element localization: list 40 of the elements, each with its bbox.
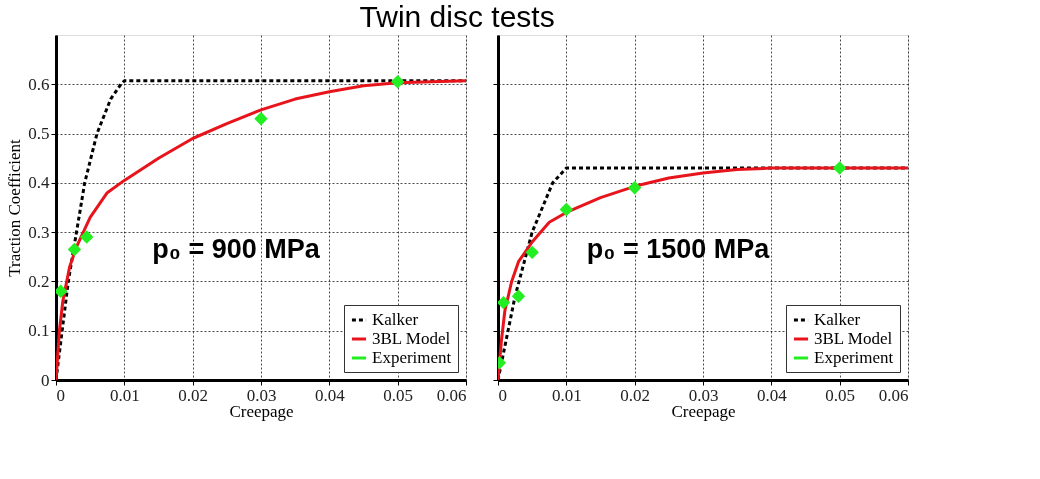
legend-label: 3BL Model <box>814 329 893 348</box>
annotation: p₀ = 900 MPa <box>152 234 321 264</box>
point <box>559 202 574 217</box>
x-tick-label: 0 <box>498 385 507 405</box>
legend-label: Kalker <box>814 310 861 329</box>
legend-label: Experiment <box>814 348 894 367</box>
x-tick-label: 0.05 <box>825 385 856 405</box>
point <box>80 230 94 244</box>
point <box>627 181 642 195</box>
y-tick-label: 0.4 <box>28 173 50 193</box>
point <box>67 242 82 257</box>
y-tick-label: 0.5 <box>28 124 50 144</box>
point <box>511 289 526 303</box>
x-tick-label: 0.04 <box>314 385 346 405</box>
point <box>525 245 539 260</box>
point <box>498 295 511 310</box>
x-tick-label: 0 <box>56 385 65 405</box>
annotation: p₀ = 1500 MPa <box>586 234 771 264</box>
point <box>832 161 847 175</box>
point <box>56 284 68 298</box>
x-tick-label: 0.01 <box>109 385 140 405</box>
y-axis-title: Traction Coefficient <box>5 139 25 277</box>
y-tick-label: 0.2 <box>28 271 50 291</box>
y-tick-label: 0.6 <box>28 74 50 94</box>
x-tick-label: 0.02 <box>620 385 651 405</box>
x-tick-label: 0.06 <box>436 385 467 405</box>
x-tick-label: 0.06 <box>878 385 909 405</box>
point <box>390 75 405 89</box>
y-tick-label: 0.1 <box>28 321 50 341</box>
legend-label: Experiment <box>372 348 452 367</box>
legend-label: Kalker <box>372 310 419 329</box>
x-tick-label: 0.01 <box>551 385 582 405</box>
y-tick-label: 0 <box>41 370 50 390</box>
x-tick-label: 0.02 <box>178 385 209 405</box>
x-tick-label: 0.05 <box>383 385 414 405</box>
y-tick-label: 0.3 <box>28 222 50 242</box>
point <box>254 112 268 126</box>
x-tick-label: 0.04 <box>756 385 788 405</box>
chart-title: Twin disc tests <box>359 0 555 33</box>
legend-label: 3BL Model <box>372 329 451 348</box>
